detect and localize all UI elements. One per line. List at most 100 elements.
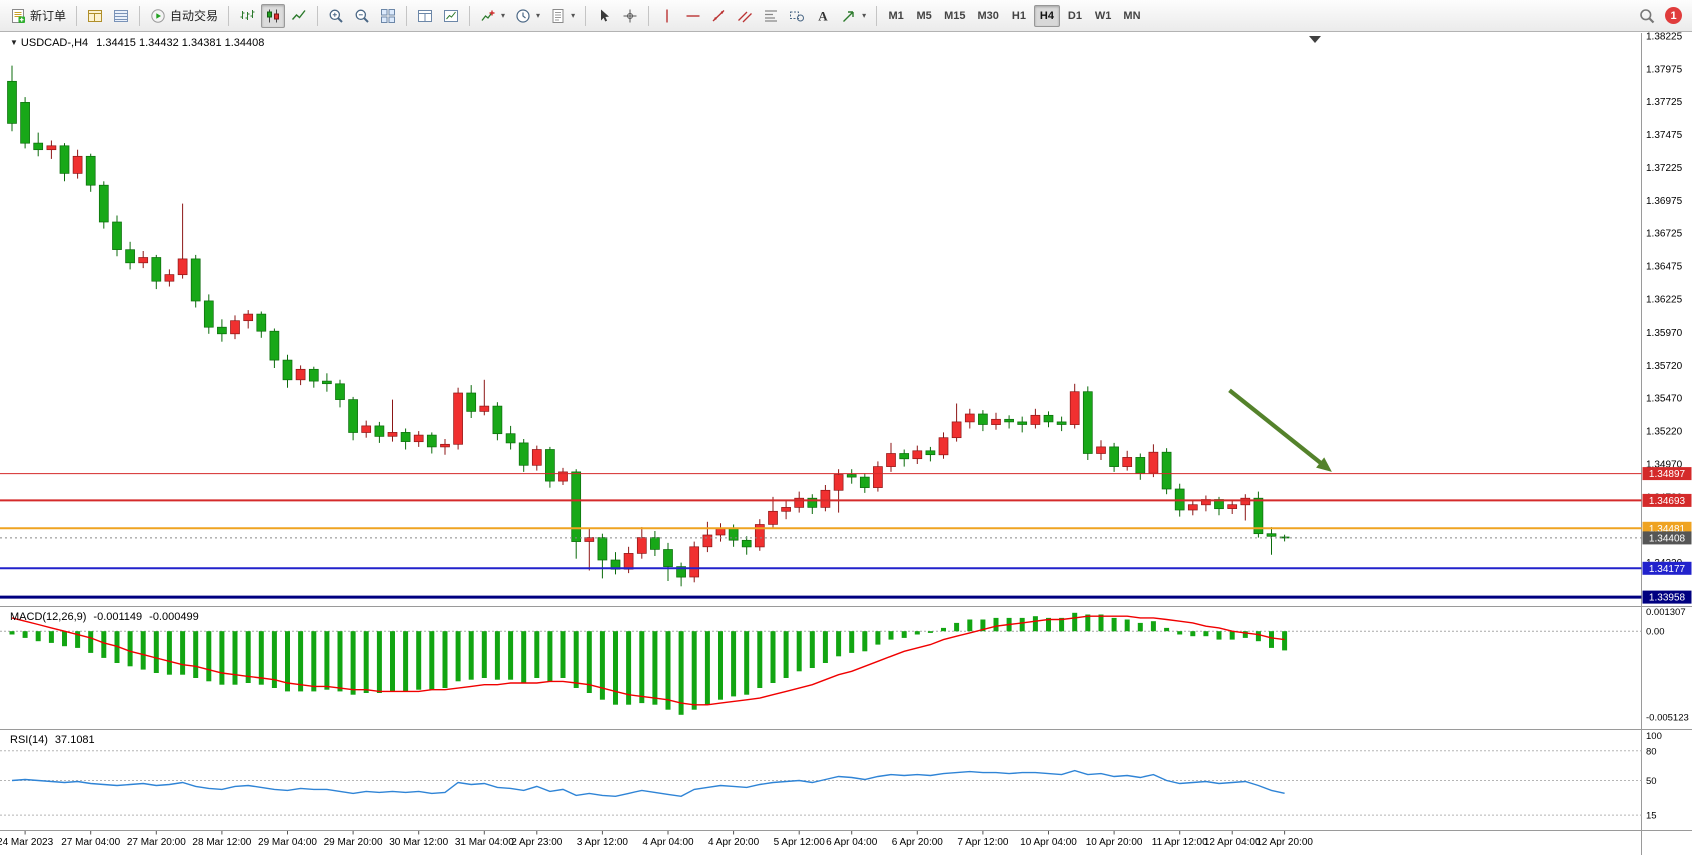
timeframe-M30[interactable]: M30 [973,5,1004,27]
text-icon: A [815,8,831,24]
svg-text:100: 100 [1646,731,1662,742]
arrows-button[interactable]: ▾ [837,4,870,28]
autotrading-button[interactable]: 自动交易 [146,4,222,28]
shapes-button[interactable] [785,4,809,28]
timeframe-W1[interactable]: W1 [1090,5,1117,27]
svg-text:1.36475: 1.36475 [1646,262,1683,273]
data-window-icon [113,8,129,24]
line-chart-button[interactable] [287,4,311,28]
time-axis: 24 Mar 2023 27 Mar 04:00 27 Mar 20:00 28 Ma… [0,831,1313,848]
svg-text:0.00: 0.00 [1646,627,1665,638]
zoom-out-icon [354,8,370,24]
new-order-label: 新订单 [30,9,67,23]
price-line-1.34177[interactable]: 1.34177 [0,561,1692,575]
timeframe-M5[interactable]: M5 [911,5,937,27]
price-line-1.34408[interactable]: 1.34408 [0,531,1692,545]
toolbar-separator [406,5,408,26]
vertical-line-icon [659,8,675,24]
market-watch-button[interactable] [83,4,107,28]
trend-arrow-annotation[interactable] [1228,388,1332,472]
price-line-1.34693[interactable]: 1.34693 [0,493,1692,507]
trendline-icon [711,8,727,24]
toolbar-separator [876,5,878,26]
svg-text:11 Apr 12:00: 11 Apr 12:00 [1152,837,1208,848]
macd-name: MACD(12,26,9) [10,611,87,623]
bar-chart-button[interactable] [235,4,259,28]
zoom-out-button[interactable] [350,4,374,28]
autotrading-icon [150,8,166,24]
svg-text:1.35970: 1.35970 [1646,328,1683,339]
macd-histogram [9,612,1288,715]
toolbar-separator [228,5,230,26]
svg-text:12 Apr 20:00: 12 Apr 20:00 [1256,837,1313,848]
svg-text:27 Mar 04:00: 27 Mar 04:00 [61,837,120,848]
tile-windows-icon [380,8,396,24]
svg-text:5 Apr 12:00: 5 Apr 12:00 [774,837,826,848]
trendline-button[interactable] [707,4,731,28]
horizontal-line-button[interactable] [681,4,705,28]
vertical-line-button[interactable] [655,4,679,28]
panel-separators [0,33,1692,855]
data-window-button[interactable] [109,4,133,28]
timeframe-toolbar: M1 M5 M15 M30 H1 H4 D1 W1 MN [883,4,1145,27]
svg-text:24 Mar 2023: 24 Mar 2023 [0,837,54,848]
cursor-button[interactable] [592,4,616,28]
svg-text:1.34408: 1.34408 [1649,533,1686,544]
svg-text:1.37475: 1.37475 [1646,130,1683,141]
svg-text:1.35720: 1.35720 [1646,361,1683,372]
track-chart-icon [443,8,459,24]
candlesticks-button[interactable] [261,3,286,28]
zoom-in-button[interactable] [324,4,348,28]
svg-text:3 Apr 12:00: 3 Apr 12:00 [577,837,629,848]
svg-text:31 Mar 04:00: 31 Mar 04:00 [455,837,514,848]
rsi-indicator-label: RSI(14) 37.1081 [10,734,95,746]
chevron-down-icon: ▾ [501,11,506,20]
toolbar-separator [139,5,141,26]
text-button[interactable]: A [811,4,835,28]
svg-text:-0.005123: -0.005123 [1646,712,1689,723]
svg-text:6 Apr 20:00: 6 Apr 20:00 [892,837,944,848]
toolbar-separator [585,5,587,26]
svg-text:7 Apr 12:00: 7 Apr 12:00 [957,837,1009,848]
crosshair-icon [622,8,638,24]
track-chart-button[interactable] [439,4,463,28]
svg-text:50: 50 [1646,776,1657,787]
timeframe-H4[interactable]: H4 [1033,4,1060,27]
fibonacci-button[interactable] [759,4,783,28]
notification-badge[interactable]: 1 [1665,7,1682,24]
auto-arrange-button[interactable] [413,4,437,28]
new-order-icon [10,8,26,24]
svg-text:1.34177: 1.34177 [1649,564,1686,575]
templates-icon [550,8,566,24]
arrows-icon [841,8,857,24]
svg-text:10 Apr 04:00: 10 Apr 04:00 [1020,837,1077,848]
crosshair-button[interactable] [618,4,642,28]
macd-indicator-label: MACD(12,26,9) -0.001149 -0.000499 [10,611,199,623]
timeframe-H1[interactable]: H1 [1006,5,1032,27]
timeframe-M1[interactable]: M1 [883,5,909,27]
toolbar-separator [317,5,319,26]
price-line-1.33958[interactable]: 1.33958 [0,590,1692,604]
indicators-button[interactable]: ▾ [476,4,509,28]
new-order-button[interactable]: 新订单 [6,4,70,28]
macd-signal-value: -0.000499 [149,611,199,623]
chart-title: ▼ USDCAD-,H4 1.34415 1.34432 1.34381 1.344… [10,37,264,49]
search-button[interactable] [1635,4,1659,28]
timeframe-M15[interactable]: M15 [939,5,970,27]
equidistant-channel-button[interactable] [733,4,757,28]
timeframe-D1[interactable]: D1 [1062,5,1088,27]
svg-text:1.34481: 1.34481 [1649,524,1686,535]
periods-button[interactable]: ▾ [511,4,544,28]
tile-windows-button[interactable] [376,4,400,28]
chart-ohlc-quotes: 1.34415 1.34432 1.34381 1.34408 [96,37,265,49]
svg-text:0.001307: 0.001307 [1646,607,1686,618]
price-line-1.34897[interactable]: 1.34897 [0,467,1692,481]
rsi-line [11,769,1285,798]
cursor-icon [596,8,612,24]
templates-button[interactable]: ▾ [546,4,579,28]
svg-text:1.36725: 1.36725 [1646,229,1683,240]
timeframe-MN[interactable]: MN [1118,5,1145,27]
svg-text:12 Apr 04:00: 12 Apr 04:00 [1204,837,1261,848]
chart-canvas[interactable]: 1.38225 1.37975 1.37725 1.37475 1.37225 1.369… [0,32,1692,855]
